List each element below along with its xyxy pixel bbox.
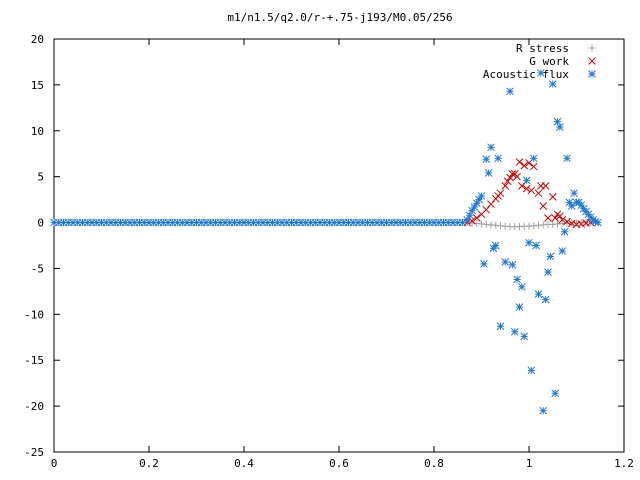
data-point (537, 69, 545, 77)
x-tick-label: 0.6 (329, 457, 349, 470)
data-point (532, 241, 540, 250)
data-point (527, 186, 536, 195)
data-point (529, 154, 538, 163)
legend-marker (588, 44, 596, 52)
data-point (510, 327, 519, 336)
data-point (518, 282, 526, 291)
data-point (487, 200, 495, 209)
y-tick-label: 0 (37, 217, 44, 230)
data-point (484, 169, 493, 177)
y-tick-label: 20 (31, 33, 44, 46)
y-tick-label: -25 (24, 446, 44, 459)
data-point (551, 389, 559, 398)
y-tick-label: -5 (31, 262, 44, 275)
data-point (546, 252, 555, 261)
y-tick-label: 10 (31, 125, 44, 138)
x-tick-label: 0.2 (139, 457, 159, 470)
x-tick-label: 1 (526, 457, 533, 470)
x-tick-label: 0.4 (234, 457, 254, 470)
x-tick-label: 0 (51, 457, 58, 470)
data-point (477, 192, 486, 200)
chart-title: m1/n1.5/q2.0/r-+.75-j193/M0.05/256 (227, 11, 452, 24)
data-point (480, 260, 488, 268)
data-point (508, 170, 517, 178)
data-point (594, 218, 602, 227)
data-point (496, 189, 505, 198)
data-point (541, 295, 550, 304)
data-point (556, 212, 564, 220)
marks-group (50, 69, 602, 415)
data-point (529, 162, 538, 171)
data-point (563, 217, 571, 226)
data-point (513, 275, 521, 284)
data-point (506, 173, 514, 182)
y-tick-label: 5 (37, 171, 44, 184)
data-point (525, 238, 533, 247)
data-point (560, 227, 569, 236)
series-1 (463, 158, 595, 229)
data-point (513, 172, 521, 181)
data-point (520, 161, 529, 170)
data-point (501, 258, 510, 266)
data-point (551, 214, 559, 222)
legend-label: G work (529, 55, 569, 68)
data-point (541, 181, 550, 190)
data-point (506, 87, 514, 96)
data-point (563, 154, 571, 163)
y-tick-label: -15 (24, 354, 44, 367)
legend-label: R stress (516, 42, 569, 55)
data-point (518, 181, 526, 190)
y-tick-label: -10 (24, 308, 44, 321)
legend-marker (588, 57, 596, 65)
series-2 (50, 69, 602, 415)
x-tick-label: 0.8 (424, 457, 444, 470)
data-point (496, 322, 505, 331)
data-point (501, 181, 510, 190)
data-point (548, 193, 557, 201)
data-point (544, 214, 552, 222)
legend-label: Acoustic flux (483, 68, 569, 81)
legend-marker (588, 70, 596, 78)
data-point (508, 260, 517, 269)
y-tick-label: 15 (31, 79, 44, 92)
x-tick-label: 1.2 (614, 457, 634, 470)
data-point (491, 241, 500, 250)
data-point (522, 184, 531, 193)
data-point (520, 332, 529, 341)
data-point (472, 214, 481, 222)
data-point (515, 303, 524, 311)
data-point (463, 215, 472, 224)
y-tick-label: -20 (24, 400, 44, 413)
data-point (494, 154, 502, 163)
data-point (515, 158, 524, 166)
data-point (482, 205, 491, 214)
data-point (534, 189, 543, 198)
data-point (567, 202, 576, 210)
data-point (556, 123, 564, 131)
data-point (577, 220, 586, 228)
data-point (534, 290, 543, 298)
data-point (558, 247, 567, 255)
data-point (558, 215, 567, 224)
data-point (548, 80, 557, 88)
tick-group: 0 0.2 0.4 0.6 0.8 1 1.2 20 15 10 5 0 -5 -10 -15 -20 -25 (24, 33, 634, 470)
data-point (567, 219, 576, 228)
data-point (527, 366, 536, 375)
data-point (522, 176, 531, 185)
data-point (544, 268, 552, 276)
data-point (570, 189, 578, 198)
data-point (503, 177, 512, 186)
data-point (539, 406, 548, 415)
data-point (487, 143, 495, 152)
data-point (539, 202, 548, 210)
data-point (482, 155, 491, 164)
